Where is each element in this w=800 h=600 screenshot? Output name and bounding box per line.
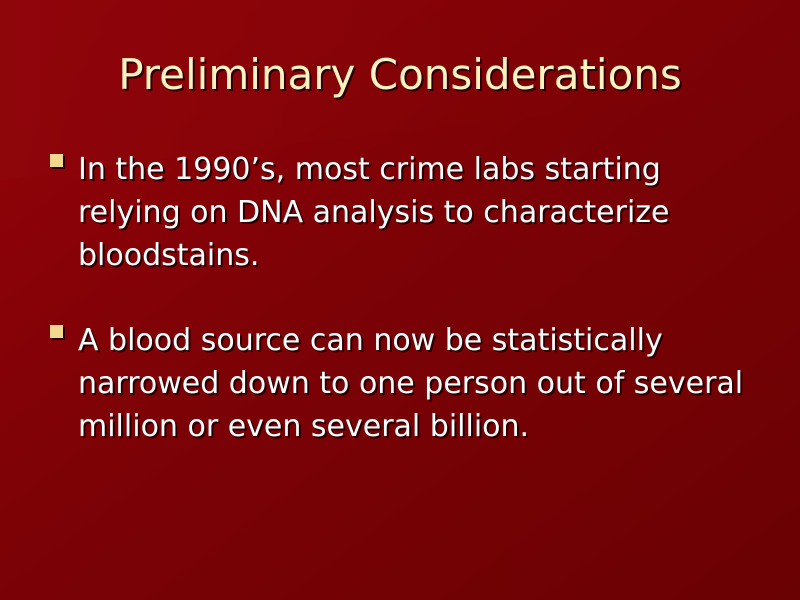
square-bullet-icon — [50, 154, 63, 167]
bullet-list: In the 1990’s, most crime labs starting … — [48, 148, 768, 490]
bullet-item-2: A blood source can now be statistically … — [48, 319, 768, 448]
slide-title: Preliminary Considerations — [118, 50, 682, 99]
bullet-text-2: A blood source can now be statistically … — [78, 323, 744, 444]
bullet-text-1: In the 1990’s, most crime labs starting … — [78, 152, 670, 273]
square-bullet-icon — [50, 325, 63, 338]
bullet-item-1: In the 1990’s, most crime labs starting … — [48, 148, 768, 277]
